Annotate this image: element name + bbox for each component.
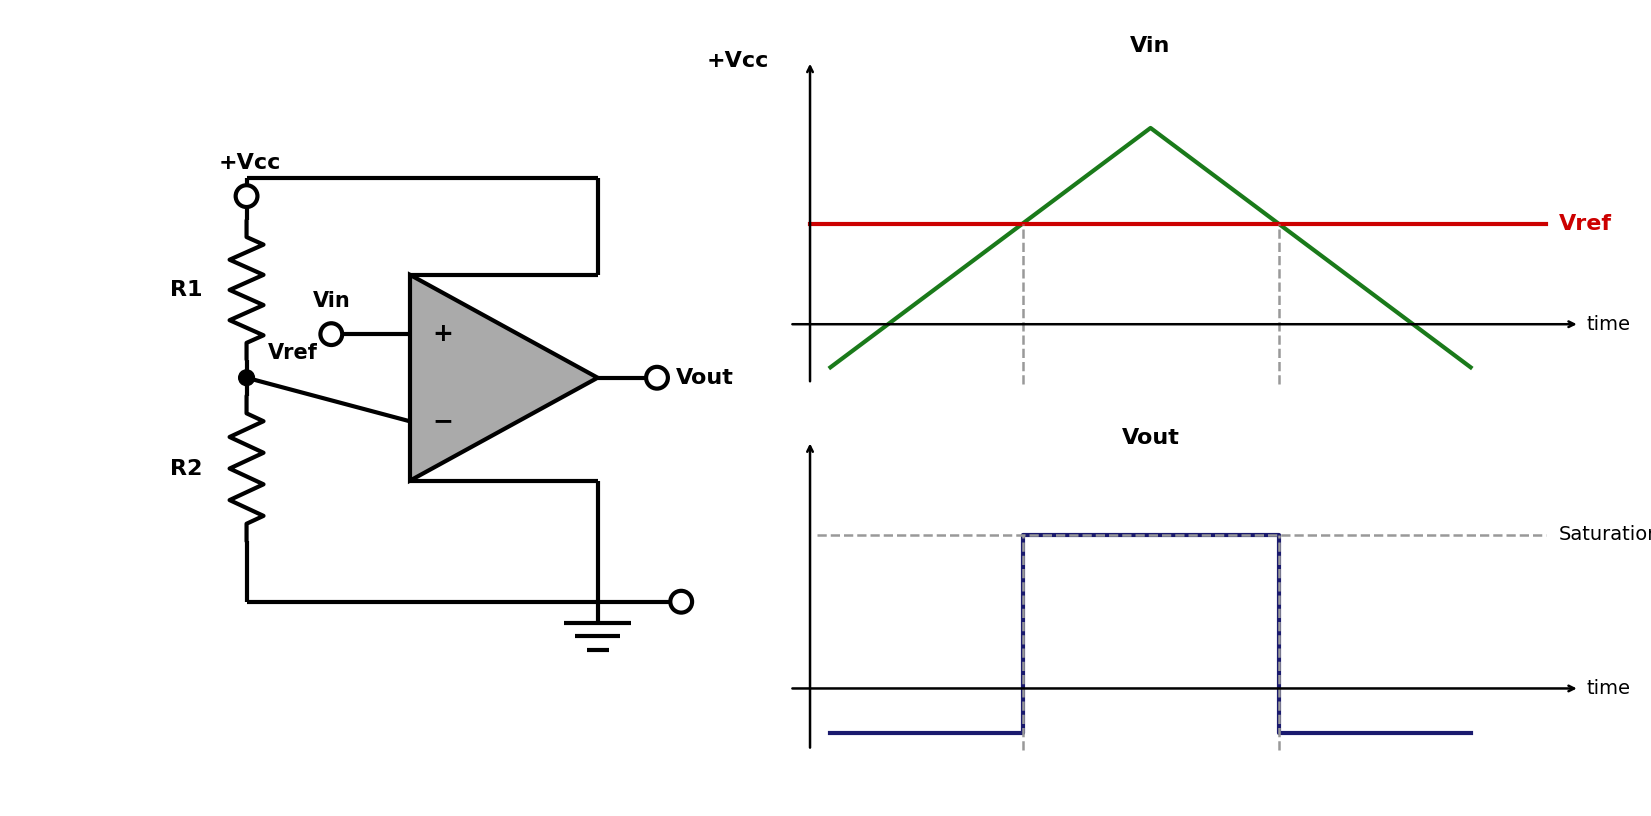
- Text: R1: R1: [170, 280, 203, 300]
- Text: Vref: Vref: [1559, 214, 1611, 233]
- Text: Vref: Vref: [267, 343, 317, 362]
- Text: R2: R2: [170, 459, 201, 478]
- Text: Vin: Vin: [1131, 36, 1171, 56]
- Text: −: −: [433, 410, 454, 433]
- Text: time: time: [1587, 315, 1631, 334]
- Text: time: time: [1587, 679, 1631, 698]
- Circle shape: [320, 323, 342, 345]
- Text: Vout: Vout: [677, 368, 735, 388]
- Circle shape: [239, 370, 254, 386]
- Text: +Vcc: +Vcc: [218, 153, 281, 173]
- Circle shape: [670, 591, 692, 613]
- Text: Saturation: Saturation: [1559, 526, 1651, 544]
- Text: +: +: [433, 322, 454, 346]
- Text: Vin: Vin: [312, 291, 350, 311]
- Circle shape: [236, 185, 258, 207]
- Text: Vout: Vout: [1121, 428, 1179, 448]
- Polygon shape: [409, 275, 598, 481]
- Circle shape: [646, 367, 669, 388]
- Text: +Vcc: +Vcc: [707, 51, 769, 71]
